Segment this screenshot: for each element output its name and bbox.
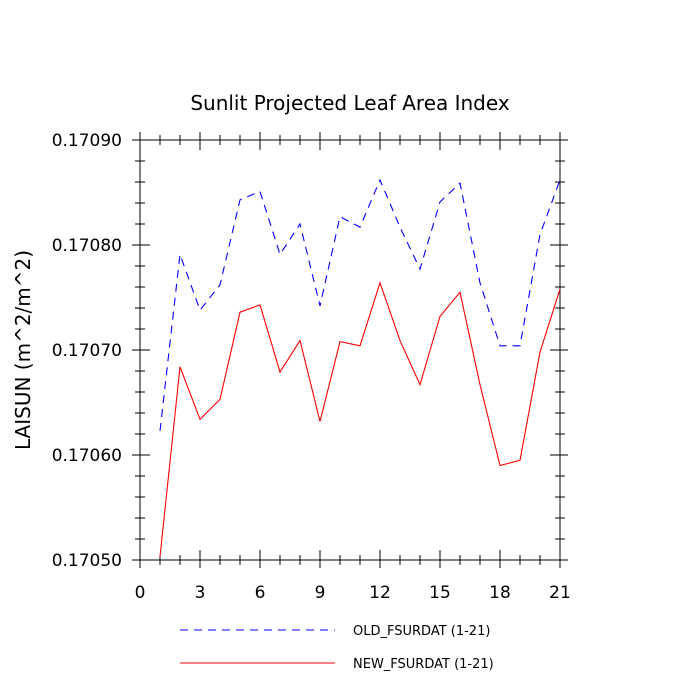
legend-label: OLD_FSURDAT (1-21): [353, 624, 490, 639]
y-axis-label: LAISUN (m^2/m^2): [11, 250, 35, 450]
x-tick-label: 15: [429, 583, 451, 603]
plot-area: 0 3 6 9 12 15 18 21 0.17050 0.17060 0.17070 0.17080…: [52, 131, 571, 603]
chart-title: Sunlit Projected Leaf Area Index: [190, 91, 510, 115]
x-tick-label: 21: [549, 583, 571, 603]
x-tick-label: 0: [135, 583, 146, 603]
y-tick-label: 0.17050: [52, 551, 122, 571]
x-tick-label: 9: [315, 583, 326, 603]
y-tick-label: 0.17080: [52, 236, 122, 256]
y-tick-label: 0.17090: [52, 131, 122, 151]
y-tick-label: 0.17060: [52, 446, 122, 466]
series-line-old-fsurdat: [159, 178, 561, 431]
legend: OLD_FSURDAT (1-21) NEW_FSURDAT (1-21): [180, 624, 494, 672]
legend-label: NEW_FSURDAT (1-21): [353, 657, 494, 672]
series-line-new-fsurdat: [159, 281, 561, 557]
x-tick-label: 6: [255, 583, 266, 603]
plot-frame: [139, 139, 561, 561]
x-tick-label: 18: [489, 583, 511, 603]
x-tick-label: 3: [195, 583, 206, 603]
y-tick-label: 0.17070: [52, 341, 122, 361]
x-tick-label: 12: [369, 583, 391, 603]
